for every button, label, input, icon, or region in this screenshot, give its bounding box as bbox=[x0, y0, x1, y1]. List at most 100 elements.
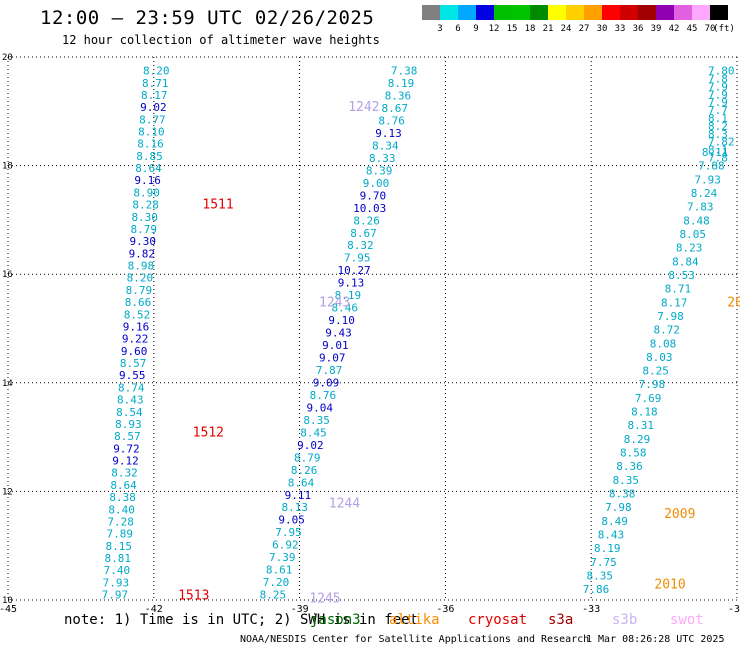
legend-swatch bbox=[584, 5, 602, 20]
wave-height-value: 7.97 bbox=[102, 589, 129, 602]
y-tick-label: 12 bbox=[2, 487, 13, 497]
wave-height-value: 7.98 bbox=[657, 310, 684, 323]
wave-height-value: 8.1 bbox=[708, 112, 728, 125]
legend-swatch bbox=[422, 5, 440, 20]
wave-height-value: 8.54 bbox=[116, 406, 143, 419]
wave-height-value: 9.04 bbox=[306, 401, 333, 414]
wave-height-value: 8.64 bbox=[288, 476, 315, 489]
legend-label: 9 bbox=[473, 24, 479, 34]
y-tick-label: 10 bbox=[2, 596, 13, 606]
wave-height-value: 9.13 bbox=[375, 127, 402, 140]
legend-swatch bbox=[440, 5, 458, 20]
y-tick-label: 20 bbox=[2, 53, 13, 63]
wave-height-value: 9.07 bbox=[319, 352, 346, 365]
wave-height-value: 8.18 bbox=[631, 406, 658, 419]
wave-height-value: 8.57 bbox=[114, 430, 141, 443]
wave-height-value: 8.93 bbox=[115, 418, 142, 431]
wave-height-value: 9.60 bbox=[121, 345, 148, 358]
wave-height-value: 9.82 bbox=[129, 247, 156, 260]
wave-height-value: 8.17 bbox=[141, 89, 168, 102]
wave-height-value: 8.79 bbox=[126, 284, 153, 297]
wave-height-value: 8.43 bbox=[598, 529, 625, 542]
x-tick-label: -39 bbox=[291, 604, 309, 615]
wave-height-value: 8.79 bbox=[130, 223, 157, 236]
x-tick-label: -42 bbox=[145, 604, 163, 615]
wave-height-value: 9.43 bbox=[325, 327, 352, 340]
wave-height-value: 8.38 bbox=[609, 488, 636, 501]
legend-label: 21 bbox=[542, 24, 554, 34]
y-tick-label: 14 bbox=[2, 379, 13, 389]
wave-height-value: 8.35 bbox=[303, 414, 330, 427]
wave-height-value: 9.11 bbox=[285, 489, 312, 502]
wave-height-value: 9.13 bbox=[338, 277, 365, 290]
wave-height-value: 8.26 bbox=[291, 464, 318, 477]
pass-number-label: 1512 bbox=[193, 426, 224, 441]
pass-number-label: 2010 bbox=[654, 578, 685, 593]
legend-swatch bbox=[476, 5, 494, 20]
satellite-label-jason3: jason3 bbox=[310, 612, 361, 628]
pass-number-label: 1243 bbox=[319, 295, 350, 310]
wave-height-value: 7.69 bbox=[635, 392, 662, 405]
wave-height-value: 7.89 bbox=[106, 528, 133, 541]
wave-height-value: 7.75 bbox=[590, 556, 617, 569]
wave-height-value: 8.85 bbox=[136, 150, 163, 163]
x-tick-label: -36 bbox=[436, 604, 454, 615]
wave-height-value: 7.80 bbox=[708, 65, 735, 78]
wave-height-value: 7.9 bbox=[708, 88, 728, 101]
wave-height-value: 7.82 bbox=[708, 136, 735, 149]
wave-height-value: 8.35 bbox=[613, 474, 640, 487]
map-title: 12:00 — 23:59 UTC 02/26/2025 bbox=[40, 7, 375, 29]
wave-height-value: 7.9 bbox=[708, 80, 728, 93]
wave-height-value: 8.36 bbox=[385, 90, 412, 103]
legend-swatch bbox=[656, 5, 674, 20]
wave-height-value: 7.93 bbox=[694, 173, 721, 186]
x-tick-label: -33 bbox=[582, 604, 600, 615]
wave-height-value: 8.67 bbox=[381, 102, 408, 115]
legend-swatch bbox=[692, 5, 710, 20]
wave-height-value: 8.98 bbox=[128, 260, 155, 273]
legend-label: 12 bbox=[488, 24, 500, 34]
wave-height-value: 8.49 bbox=[601, 515, 628, 528]
wave-height-value: 9.01 bbox=[322, 339, 349, 352]
wave-height-value: 7.88 bbox=[698, 160, 725, 173]
wave-height-value: 8.48 bbox=[683, 214, 710, 227]
wave-height-value: 8.23 bbox=[676, 242, 703, 255]
wave-height-value: 8.03 bbox=[646, 351, 673, 364]
wave-height-value: 8.64 bbox=[135, 162, 162, 175]
legend-label: 27 bbox=[578, 24, 590, 34]
wave-height-value: 8.38 bbox=[109, 491, 136, 504]
legend-swatch bbox=[602, 5, 620, 20]
satellite-label-s3a: s3a bbox=[548, 612, 574, 628]
wave-height-value: 9.72 bbox=[113, 442, 140, 455]
wave-height-value: 8.72 bbox=[654, 324, 681, 337]
wave-height-value: 8.26 bbox=[353, 214, 380, 227]
legend-swatch bbox=[548, 5, 566, 20]
wave-height-value: 8.52 bbox=[124, 308, 151, 321]
x-tick-label: -30 bbox=[728, 604, 740, 615]
wave-height-value: 9.09 bbox=[313, 376, 340, 389]
wave-height-value: 7.86 bbox=[583, 583, 610, 596]
wave-height-value: 8.71 bbox=[665, 283, 692, 296]
wave-height-value: 8.31 bbox=[627, 419, 654, 432]
legend-swatch bbox=[674, 5, 692, 20]
wave-height-value: 7.98 bbox=[639, 378, 666, 391]
legend-swatch bbox=[638, 5, 656, 20]
wave-height-value: 8.25 bbox=[642, 365, 669, 378]
wave-height-value: 8.34 bbox=[372, 139, 399, 152]
wave-height-value: 9.70 bbox=[360, 189, 387, 202]
wave-height-value: 9.02 bbox=[297, 439, 324, 452]
wave-height-value: 7.8 bbox=[708, 151, 728, 164]
wave-height-value: 8.15 bbox=[106, 540, 133, 553]
wave-height-value: 8.35 bbox=[587, 569, 614, 582]
pass-number-label: 1242 bbox=[348, 100, 379, 115]
legend-label: 30 bbox=[596, 24, 608, 34]
legend-label: 15 bbox=[506, 24, 518, 34]
legend-unit: (ft) bbox=[713, 24, 735, 34]
wave-height-value: 8.28 bbox=[132, 199, 159, 212]
legend-swatch bbox=[458, 5, 476, 20]
wave-height-value: 8.33 bbox=[369, 152, 396, 165]
legend-label: 18 bbox=[524, 24, 536, 34]
satellite-label-altika: altika bbox=[389, 612, 440, 628]
pass-number-label: 1513 bbox=[178, 589, 209, 604]
legend-label: 36 bbox=[632, 24, 644, 34]
